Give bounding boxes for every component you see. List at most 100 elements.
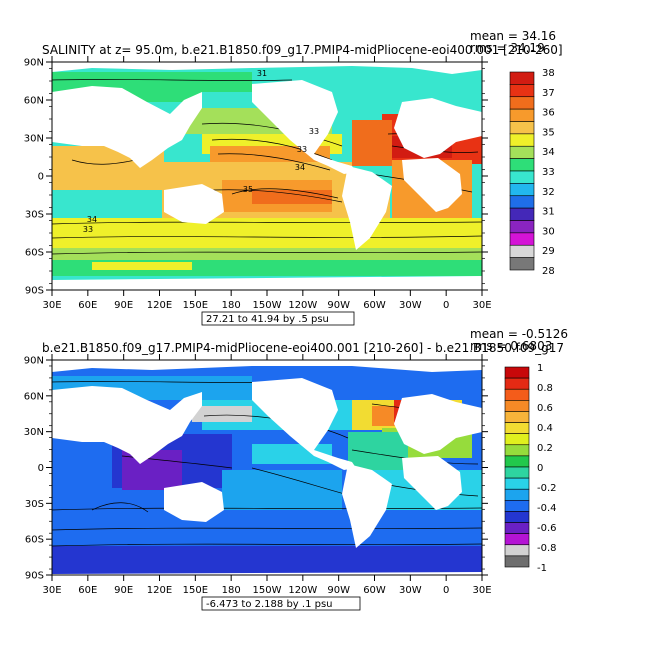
x-tick-label: 120E	[147, 585, 172, 596]
contour-interval-box	[201, 311, 355, 326]
colorbar-swatch	[504, 533, 530, 546]
y-tick-label: 30S	[25, 499, 44, 510]
y-tick-label: 30N	[24, 427, 44, 438]
salinity-field-region	[252, 190, 332, 204]
salinity-field-region	[352, 120, 392, 166]
colorbar-swatch	[509, 71, 535, 85]
contour-label: 33	[309, 127, 319, 136]
colorbar-swatch	[504, 433, 530, 446]
y-tick-label: 90N	[24, 58, 44, 69]
x-tick-label: 60E	[78, 585, 97, 596]
colorbar-swatch	[509, 257, 535, 271]
colorbar-swatch	[509, 84, 535, 98]
contour-label: 34	[295, 163, 305, 172]
contour-line	[52, 221, 482, 225]
salinity-field-region	[210, 146, 330, 166]
contour-interval-note: -6.473 to 2.188 by .1 psu	[206, 599, 333, 610]
land-mask	[52, 386, 202, 464]
colorbar-swatch	[504, 400, 530, 412]
x-tick-label: 120W	[288, 585, 317, 596]
colorbar-label: 0.8	[537, 383, 553, 394]
land-mask	[252, 378, 356, 470]
colorbar-swatch	[509, 220, 535, 234]
contour-line	[52, 543, 482, 547]
rms-stat: rms = 0.6803	[470, 339, 552, 353]
y-tick-label: 30S	[25, 210, 44, 221]
colorbar-label: 37	[542, 88, 555, 99]
colorbar-swatch	[504, 411, 530, 423]
contour-label: 33	[297, 145, 307, 154]
colorbar-swatch	[509, 170, 535, 184]
salinity-field-region	[192, 406, 252, 422]
salinity-field-region	[52, 546, 482, 574]
land-mask	[342, 166, 392, 250]
y-tick-label: 60S	[25, 535, 44, 546]
contour-interval-box	[201, 596, 361, 611]
colorbar-swatch	[504, 377, 530, 390]
y-tick-label: 60N	[24, 96, 44, 107]
x-tick-label: 90E	[114, 300, 133, 311]
rms-stat: rms = 34.19	[470, 41, 545, 55]
colorbar-label: 28	[542, 266, 555, 277]
map-area	[52, 360, 482, 575]
colorbar-swatch	[504, 500, 530, 512]
colorbar-swatch	[504, 522, 530, 534]
colorbar-swatch	[509, 145, 535, 159]
salinity-field-region	[52, 218, 482, 248]
colorbar-swatch	[509, 207, 535, 221]
x-tick-label: 90W	[327, 585, 350, 596]
salinity-field-region	[52, 510, 482, 550]
colorbar-label: 0	[537, 463, 543, 474]
colorbar-swatch	[504, 488, 530, 501]
colorbar-swatch	[504, 366, 530, 379]
colorbar-swatch	[509, 108, 535, 122]
salinity-field-region	[52, 450, 112, 510]
colorbar-label: 1	[537, 363, 543, 374]
y-tick-label: 90S	[25, 571, 44, 582]
contour-line	[217, 153, 331, 171]
x-tick-label: 30W	[399, 585, 422, 596]
x-tick-label: 60W	[363, 300, 386, 311]
x-tick-label: 150E	[183, 585, 208, 596]
x-tick-label: 30E	[472, 585, 491, 596]
land-mask	[52, 62, 482, 74]
x-tick-label: 90E	[114, 585, 133, 596]
contour-line	[211, 138, 333, 161]
x-tick-label: 30E	[42, 585, 61, 596]
land-mask	[164, 184, 224, 224]
mean-stat: mean = -0.5126	[470, 327, 568, 341]
y-tick-label: 30N	[24, 134, 44, 145]
land-mask	[52, 360, 482, 372]
contour-label: 35	[243, 185, 253, 194]
colorbar-label: 36	[542, 108, 555, 119]
colorbar-swatch	[509, 195, 535, 209]
x-tick-label: 30W	[399, 300, 422, 311]
colorbar-label: -1	[537, 563, 547, 574]
x-tick-label: 30E	[42, 300, 61, 311]
colorbar-swatch	[509, 121, 535, 135]
colorbar-label: 30	[542, 226, 555, 237]
land-mask	[394, 394, 482, 454]
land-mask	[252, 80, 356, 174]
colorbar-label: -0.4	[537, 503, 557, 514]
land-mask	[402, 158, 462, 212]
contour-label: 34	[87, 215, 97, 224]
x-tick-label: 90W	[327, 300, 350, 311]
colorbar-swatch	[509, 232, 535, 246]
x-tick-label: 60E	[78, 300, 97, 311]
colorbar-label: 32	[542, 187, 555, 198]
land-mask	[52, 572, 482, 575]
land-mask	[52, 86, 202, 168]
colorbar-swatch	[504, 444, 530, 457]
contour-line	[52, 507, 482, 511]
contour-interval-note: 27.21 to 41.94 by .5 psu	[206, 314, 329, 325]
salinity-difference-panel: 90N 60N 30N 0 30S 60S 90S 30E 60E 90E 120E 150E 180 1…	[24, 327, 568, 611]
contour-label: 33	[83, 225, 93, 234]
panel-title: b.e21.B1850.f09_g17.PMIP4-midPliocene-eo…	[42, 341, 564, 355]
contour-line	[91, 502, 149, 513]
land-mask	[394, 98, 482, 158]
y-tick-label: 90N	[24, 356, 44, 367]
